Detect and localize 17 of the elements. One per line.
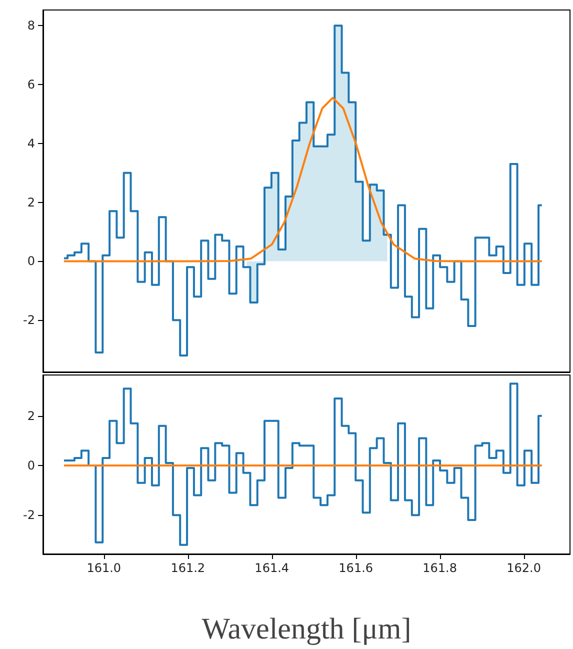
x-tick-label: 161.6: [338, 561, 374, 575]
x-tick-label: 161.8: [422, 561, 458, 575]
x-tick-label: 161.2: [170, 561, 206, 575]
y-tick-label: 0: [27, 458, 35, 472]
y-tick-label: 2: [27, 408, 35, 423]
y-tick-label: -2: [23, 508, 35, 522]
x-tick-label: 162.0: [506, 561, 541, 575]
y-tick-label: 6: [27, 78, 35, 92]
x-tick-label: 161.0: [86, 561, 122, 575]
y-tick-label: -2: [23, 313, 35, 328]
y-tick-label: 0: [27, 254, 35, 268]
y-tick-label: 4: [27, 136, 35, 150]
line-series: [62, 96, 543, 262]
x-axis-title: Wavelength [μm]: [202, 612, 412, 646]
y-tick-label: 2: [27, 195, 35, 210]
x-tick-label: 161.4: [254, 561, 290, 575]
y-tick-label: 8: [27, 18, 35, 33]
